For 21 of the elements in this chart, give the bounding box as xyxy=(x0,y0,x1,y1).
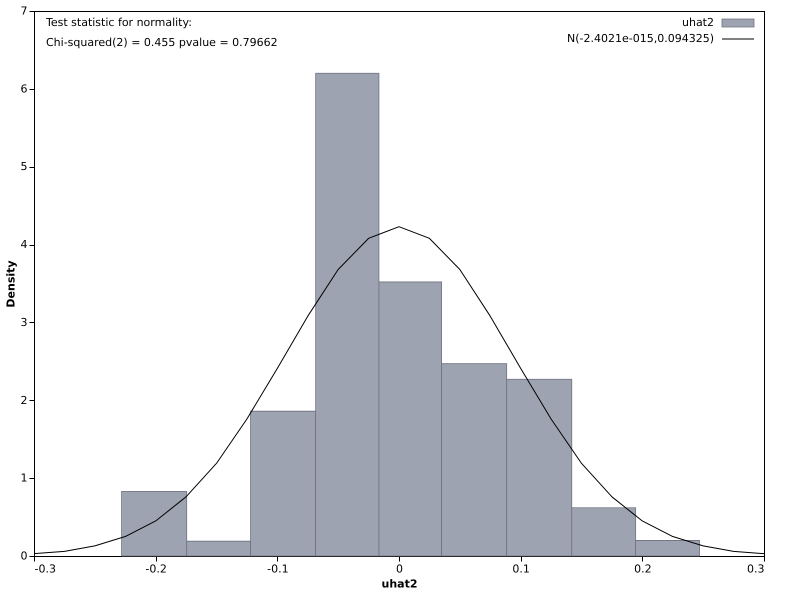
x-tick-label: 0.2 xyxy=(634,562,652,576)
y-tick-label: 6 xyxy=(20,82,28,96)
x-tick-label: 0.3 xyxy=(747,562,764,576)
legend-label: uhat2 xyxy=(682,16,714,29)
x-tick-label: -0.2 xyxy=(145,562,167,576)
y-tick-label: 5 xyxy=(20,160,28,174)
y-tick-label: 1 xyxy=(20,472,28,485)
y-tick-label: 3 xyxy=(20,316,28,329)
x-axis-title: uhat2 xyxy=(382,578,418,590)
x-tick-label: -0.3 xyxy=(34,562,56,576)
x-tick-label: -0.1 xyxy=(267,562,289,576)
x-tick-label: 0.1 xyxy=(512,562,530,576)
legend-label: N(-2.4021e-015,0.094325) xyxy=(567,32,714,45)
y-axis-title: Density xyxy=(4,260,18,308)
annotation: Test statistic for normality: xyxy=(45,16,192,29)
y-tick-label: 4 xyxy=(20,238,28,252)
y-tick-label: 2 xyxy=(20,394,28,407)
x-tick-label: 0 xyxy=(396,562,403,576)
y-tick-label: 7 xyxy=(20,4,28,18)
annotation: Chi-squared(2) = 0.455 pvalue = 0.79662 xyxy=(46,36,278,49)
y-tick-label: 0 xyxy=(20,550,28,562)
